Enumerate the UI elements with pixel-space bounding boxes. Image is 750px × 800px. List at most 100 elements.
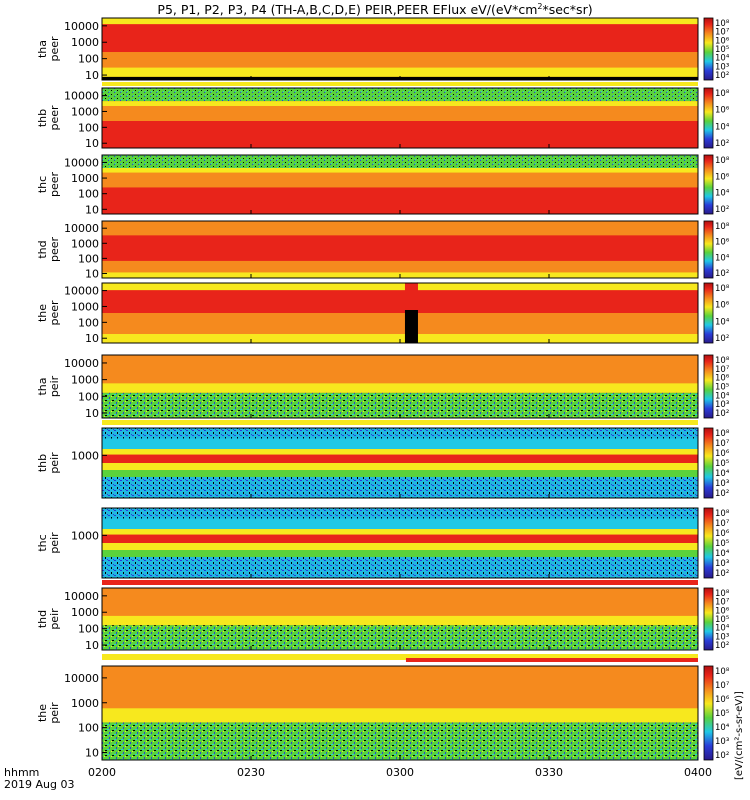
- band-top: [102, 18, 698, 25]
- panel-tha-peir: 10000 1000 100 10 thapeir 10⁸10⁷10⁶10⁵10⁴10³1…: [36, 354, 730, 420]
- band-top: [102, 588, 698, 616]
- band-yellow: [102, 449, 698, 455]
- y-tick-label: 100: [78, 188, 99, 201]
- colorbar-tick-label: 10⁸: [715, 589, 730, 599]
- band-core: [102, 290, 698, 313]
- band-noise-low: [102, 477, 698, 498]
- band-mid: [102, 313, 698, 334]
- y-axis-label: thbpeer: [36, 105, 61, 131]
- colorbar-tick-label: 10⁶: [715, 449, 730, 459]
- date-label: 2019 Aug 03: [4, 778, 74, 791]
- colorbar-unit-label: [eV/(cm²-s-sr-eV)]: [734, 691, 745, 780]
- y-tick-label: 100: [78, 121, 99, 134]
- band-noise-low: [102, 392, 698, 418]
- y-tick-label: 1000: [71, 606, 99, 619]
- separator-strip: [102, 420, 698, 425]
- y-axis-label: thdpeir: [36, 608, 61, 630]
- band-yellow: [102, 615, 698, 626]
- colorbar-tick-label: 10²: [715, 489, 729, 499]
- colorbar: [703, 154, 714, 215]
- figure-title: P5, P1, P2, P3, P4 (TH-A,B,C,D,E) PEIR,P…: [157, 2, 592, 17]
- colorbar-tick-label: 10⁴: [715, 189, 730, 199]
- y-tick-label: 10: [85, 203, 99, 216]
- y-tick-label: 10: [85, 747, 99, 760]
- colorbar-tick-label: 10⁸: [715, 429, 730, 439]
- y-axis-label: thapeer: [36, 36, 61, 62]
- colorbar-tick-label: 10⁶: [715, 301, 730, 311]
- colorbar-tick-label: 10⁴: [715, 723, 730, 733]
- y-tick-label: 1000: [71, 697, 99, 710]
- band-noise-top: [102, 508, 698, 519]
- colorbar-tick-label: 10³: [715, 400, 729, 410]
- y-tick-label: 1000: [71, 300, 99, 313]
- colorbar-tick-label: 10⁸: [715, 284, 730, 294]
- colorbar-tick-label: 10⁶: [715, 374, 730, 384]
- x-tick-label: 0200: [88, 766, 116, 779]
- colorbar-tick-label: 10²: [715, 409, 729, 419]
- colorbar-tick-label: 10⁸: [715, 19, 730, 29]
- colorbar-tick-label: 10⁶: [715, 106, 730, 116]
- band-noise-top: [102, 155, 698, 168]
- x-tick-label: 0400: [684, 766, 712, 779]
- colorbar-tick-label: 10³: [715, 632, 729, 642]
- colorbar-tick-label: 10⁵: [715, 709, 729, 719]
- band-core: [102, 454, 698, 463]
- band-core: [102, 235, 698, 261]
- band-top: [102, 666, 698, 709]
- band-noise-low: [102, 722, 698, 760]
- colorbar-tick-label: 10⁵: [715, 615, 729, 625]
- colorbar-tick-label: 10²: [715, 205, 729, 215]
- y-tick-label: 10000: [64, 357, 99, 370]
- colorbar-tick-label: 10³: [715, 737, 729, 747]
- colorbar-tick-label: 10⁴: [715, 391, 730, 401]
- y-tick-label: 100: [78, 390, 99, 403]
- colorbar-tick-label: 10²: [715, 71, 729, 81]
- colorbar-tick-label: 10⁷: [715, 681, 730, 691]
- band-cyan: [102, 438, 698, 449]
- y-tick-label: 100: [78, 252, 99, 265]
- panel-thd-peir: 10000 1000 100 10 thdpeir 10⁸10⁷10⁶10⁵10⁴10³1…: [36, 587, 730, 652]
- y-tick-label: 1000: [71, 172, 99, 185]
- separator-strip: [102, 580, 698, 585]
- colorbar-tick-label: 10⁶: [715, 238, 730, 248]
- colorbar-tick-label: 10²: [715, 641, 729, 651]
- colorbar-tick-label: 10⁵: [715, 45, 729, 55]
- colorbar-tick-label: 10⁵: [715, 383, 729, 393]
- band-cyan: [102, 518, 698, 529]
- colorbar-tick-label: 10⁷: [715, 28, 730, 38]
- colorbar-tick-label: 10⁶: [715, 606, 730, 616]
- y-axis-label: thbpeir: [36, 452, 61, 474]
- band-green: [102, 550, 698, 557]
- band-core: [102, 121, 698, 148]
- y-tick-label: 100: [78, 623, 99, 636]
- band-top: [102, 355, 698, 384]
- y-tick-label: 10000: [64, 20, 99, 33]
- colorbar: [703, 87, 714, 149]
- x-tick-label: 0230: [237, 766, 265, 779]
- colorbar-tick-label: 10²: [715, 751, 729, 761]
- y-tick-label: 10: [85, 267, 99, 280]
- x-tick-label: 0330: [535, 766, 563, 779]
- y-tick-label: 1000: [71, 529, 99, 542]
- colorbar-tick-label: 10⁷: [715, 365, 730, 375]
- band-mid: [102, 52, 698, 68]
- band-yellow: [102, 383, 698, 393]
- colorbar-tick-label: 10²: [715, 569, 729, 579]
- y-axis-label: thcpeir: [36, 532, 61, 554]
- y-tick-label: 10: [85, 137, 99, 150]
- y-tick-label: 1000: [71, 237, 99, 250]
- band-noise-top: [102, 428, 698, 439]
- band-top: [102, 221, 698, 236]
- colorbar-tick-label: 10²: [715, 139, 729, 149]
- colorbar-tick-label: 10⁴: [715, 624, 730, 634]
- y-tick-label: 10: [85, 332, 99, 345]
- y-tick-label: 10: [85, 407, 99, 420]
- panel-tha-peer: 10000 1000 100 10 thapeer 10⁸10⁷10⁶10⁵10⁴10³1…: [36, 17, 730, 82]
- y-axis-label: thepeir: [36, 702, 61, 724]
- y-tick-label: 1000: [71, 105, 99, 118]
- y-axis-label: thapeir: [36, 375, 61, 397]
- x-tick-label: 0300: [386, 766, 414, 779]
- colorbar-tick-label: 10⁸: [715, 509, 730, 519]
